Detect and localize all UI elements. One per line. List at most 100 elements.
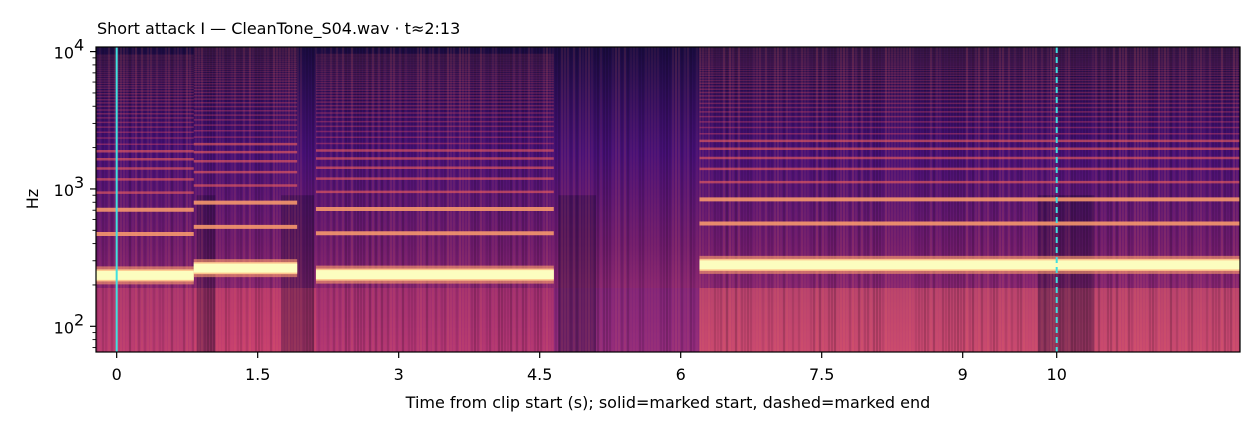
texture-stripe xyxy=(657,47,659,352)
texture-stripe xyxy=(681,47,683,352)
texture-stripe xyxy=(504,47,506,352)
texture-stripe xyxy=(117,47,119,352)
texture-stripe xyxy=(570,47,572,352)
texture-stripe xyxy=(549,47,551,352)
texture-stripe xyxy=(150,47,152,352)
texture-stripe xyxy=(369,47,371,352)
texture-stripe xyxy=(273,47,275,352)
low-frequency-energy xyxy=(699,288,1240,352)
texture-stripe xyxy=(528,47,530,352)
texture-stripe xyxy=(408,47,410,352)
texture-stripe xyxy=(210,47,212,352)
x-tick-label: 7.5 xyxy=(809,365,834,384)
texture-stripe xyxy=(672,47,674,352)
y-axis-title: Hz xyxy=(23,189,42,209)
texture-stripe xyxy=(465,47,467,352)
texture-stripe xyxy=(486,47,488,352)
texture-stripe xyxy=(363,47,365,352)
texture-stripe xyxy=(120,47,122,352)
texture-stripe xyxy=(282,47,284,352)
texture-stripe xyxy=(444,47,446,352)
texture-stripe xyxy=(492,47,494,352)
texture-stripe xyxy=(144,47,146,352)
texture-stripe xyxy=(468,47,470,352)
texture-stripe xyxy=(426,47,428,352)
texture-stripe xyxy=(396,47,398,352)
texture-stripe xyxy=(237,47,239,352)
texture-stripe xyxy=(360,47,362,352)
texture-stripe xyxy=(249,47,251,352)
texture-stripe xyxy=(219,47,221,352)
texture-stripe xyxy=(279,47,281,352)
texture-stripe xyxy=(639,47,641,352)
plot-frame xyxy=(95,46,1241,353)
texture-stripe xyxy=(507,47,509,352)
texture-stripe xyxy=(261,47,263,352)
texture-stripe xyxy=(384,47,386,352)
texture-stripe xyxy=(666,47,668,352)
texture-stripe xyxy=(597,47,599,352)
texture-stripe xyxy=(114,47,116,352)
texture-stripe xyxy=(510,47,512,352)
texture-stripe xyxy=(579,47,581,352)
texture-stripe xyxy=(645,47,647,352)
texture-stripe xyxy=(267,47,269,352)
texture-stripe xyxy=(345,47,347,352)
texture-stripe xyxy=(234,47,236,352)
texture-stripe xyxy=(216,47,218,352)
texture-stripe xyxy=(174,47,176,352)
texture-stripe xyxy=(438,47,440,352)
texture-stripe xyxy=(609,47,611,352)
texture-stripe xyxy=(678,47,680,352)
texture-stripe xyxy=(393,47,395,352)
texture-stripe xyxy=(417,47,419,352)
texture-stripe xyxy=(615,47,617,352)
texture-stripe xyxy=(192,47,194,352)
texture-stripe xyxy=(240,47,242,352)
texture-stripe xyxy=(183,47,185,352)
texture-stripe xyxy=(294,47,296,352)
y-tick-label: 10 xyxy=(54,44,74,63)
texture-stripe xyxy=(108,47,110,352)
texture-stripe xyxy=(309,47,311,352)
spectrogram-layers xyxy=(96,47,1241,352)
texture-stripe xyxy=(372,47,374,352)
texture-stripe xyxy=(381,47,383,352)
texture-stripe xyxy=(633,47,635,352)
texture-stripe xyxy=(132,47,134,352)
texture-stripe xyxy=(243,47,245,352)
texture-stripe xyxy=(648,47,650,352)
texture-stripe xyxy=(447,47,449,352)
texture-stripe xyxy=(696,47,698,352)
x-tick-label: 9 xyxy=(958,365,968,384)
texture-stripe xyxy=(669,47,671,352)
texture-stripe xyxy=(660,47,662,352)
texture-stripe xyxy=(297,47,299,352)
low-frequency-energy xyxy=(96,288,194,352)
texture-stripe xyxy=(489,47,491,352)
texture-stripe xyxy=(564,47,566,352)
texture-stripe xyxy=(459,47,461,352)
texture-stripe xyxy=(165,47,167,352)
texture-stripe xyxy=(498,47,500,352)
texture-stripe xyxy=(429,47,431,352)
texture-stripe xyxy=(312,47,314,352)
texture-stripe xyxy=(162,47,164,352)
texture-stripe xyxy=(453,47,455,352)
texture-stripe xyxy=(138,47,140,352)
x-tick-label: 1.5 xyxy=(245,365,270,384)
marker-layer xyxy=(115,47,1058,352)
texture-stripe xyxy=(543,47,545,352)
x-tick-label: 3 xyxy=(394,365,404,384)
texture-stripe xyxy=(642,47,644,352)
texture-stripe xyxy=(405,47,407,352)
texture-stripe xyxy=(339,47,341,352)
texture-stripe xyxy=(600,47,602,352)
texture-stripe xyxy=(618,47,620,352)
texture-stripe xyxy=(483,47,485,352)
texture-stripe xyxy=(231,47,233,352)
texture-stripe xyxy=(582,47,584,352)
texture-stripe xyxy=(156,47,158,352)
texture-stripe xyxy=(693,47,695,352)
